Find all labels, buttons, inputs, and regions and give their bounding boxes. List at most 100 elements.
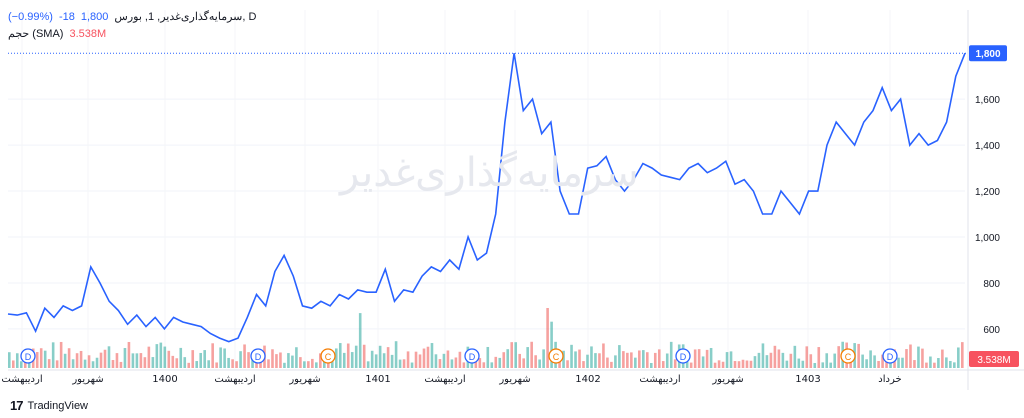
volume-bar [299, 357, 302, 368]
volume-bar [562, 350, 565, 368]
volume-bar [829, 362, 833, 368]
volume-bar [119, 361, 123, 368]
volume-bar [95, 357, 99, 368]
volume-bar [402, 359, 406, 368]
volume-bar [598, 353, 601, 368]
volume-bar [865, 359, 868, 368]
event-marker[interactable] [464, 348, 480, 364]
event-marker[interactable] [20, 348, 36, 364]
volume-bar [649, 362, 653, 368]
volume-bar [793, 345, 797, 368]
event-marker[interactable] [675, 348, 691, 364]
volume-bar [231, 359, 234, 368]
volume-bar [71, 359, 75, 368]
volume-bar [386, 347, 390, 368]
symbol-name[interactable]: سرمایه‌گذاری‌غدیر, 1, بورس, D [114, 11, 257, 23]
volume-bar [877, 360, 880, 368]
volume-bar [550, 321, 553, 368]
volume-bar [430, 343, 434, 368]
y-tick-label: 800 [983, 279, 1000, 290]
volume-bar [506, 349, 510, 368]
volume-bar [366, 361, 370, 368]
x-tick-label: اردیبهشت [424, 374, 465, 385]
event-marker[interactable] [250, 348, 266, 364]
volume-bar [51, 342, 55, 368]
volume-bar [490, 362, 494, 368]
volume-bar [382, 353, 386, 368]
volume-bar [287, 353, 290, 368]
event-marker-label: D [255, 352, 262, 362]
volume-bar [151, 357, 155, 368]
volume-bar [606, 357, 609, 368]
volume-bar [462, 362, 466, 368]
volume-bar [334, 348, 338, 368]
volume-bar [406, 351, 410, 368]
volume-bar [247, 352, 250, 368]
volume-bar [937, 358, 940, 368]
volume-bar [646, 352, 649, 368]
volume-bar [438, 359, 442, 368]
volume-bar [769, 352, 773, 368]
volume-bar [43, 350, 47, 368]
volume-bar [809, 354, 813, 368]
volume-bar [59, 341, 63, 368]
volume-bar [733, 361, 737, 368]
volume-bar [410, 362, 414, 368]
y-tick-label: 1,600 [975, 95, 1000, 106]
last-price: 1,800 [80, 10, 109, 23]
volume-bar [458, 351, 462, 368]
volume-bar [925, 362, 928, 368]
volume-bar [215, 362, 218, 368]
volume-bar [689, 362, 693, 368]
volume-bar [737, 361, 741, 368]
volume-bar [195, 361, 199, 368]
volume-bar [303, 361, 306, 368]
volume-bar [115, 353, 119, 368]
volume-bar [79, 350, 83, 368]
volume-bar [191, 350, 195, 368]
volume-bar [530, 341, 533, 368]
volume-bar [478, 358, 482, 368]
volume-bar [901, 357, 904, 368]
volume-bar [330, 360, 334, 368]
y-tick-label: 600 [983, 325, 1000, 336]
volume-bar [271, 349, 274, 368]
event-marker[interactable] [840, 348, 856, 364]
volume-bar [897, 357, 900, 368]
volume-bar [614, 355, 617, 368]
volume-tag-label: 3.538M [977, 355, 1010, 366]
volume-bar [921, 348, 924, 368]
volume-bar [123, 348, 127, 368]
volume-bar [957, 347, 960, 368]
volume-bar [510, 342, 514, 368]
volume-bar [183, 357, 187, 368]
volume-bar [255, 361, 258, 368]
volume-bar [761, 343, 765, 368]
volume-bar [167, 350, 171, 368]
volume-bar [342, 352, 346, 368]
volume-bar [474, 360, 478, 368]
volume-bar [203, 350, 206, 368]
volume-bar [697, 349, 701, 368]
volume-bar [8, 352, 11, 368]
volume-bar [586, 354, 589, 368]
volume-bar [223, 348, 226, 368]
volume-bar [307, 361, 310, 368]
volume-bar [661, 361, 665, 368]
volume-bar [454, 357, 458, 368]
volume-bar [67, 348, 71, 368]
volume-bar [785, 360, 789, 368]
volume-bar [729, 351, 733, 368]
event-marker[interactable] [320, 348, 336, 364]
volume-bar [63, 353, 67, 368]
volume-bar [418, 354, 422, 368]
volume-bar [773, 345, 777, 368]
volume-bar [522, 358, 525, 368]
footer-brand[interactable]: 17 TradingView [10, 398, 88, 413]
volume-label[interactable]: حجم (SMA) [8, 28, 64, 40]
volume-bar [805, 346, 809, 368]
event-marker[interactable] [882, 348, 898, 364]
volume-bar [705, 349, 709, 368]
event-marker[interactable] [548, 348, 564, 364]
